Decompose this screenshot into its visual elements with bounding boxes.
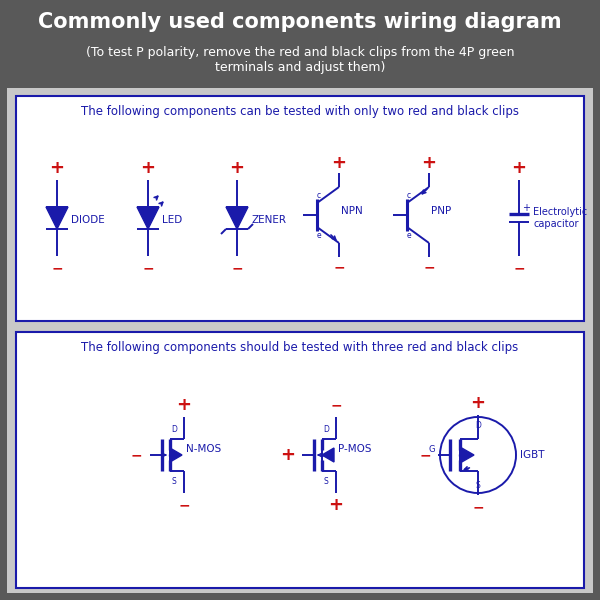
Text: +: + [331, 154, 347, 172]
Text: c: c [407, 191, 411, 199]
Text: S: S [323, 476, 328, 485]
Polygon shape [170, 448, 182, 462]
Text: ZENER: ZENER [252, 215, 287, 225]
Text: D: D [323, 425, 329, 433]
Text: N-MOS: N-MOS [186, 444, 221, 454]
Text: −: − [423, 260, 435, 274]
Polygon shape [460, 447, 474, 463]
Text: The following components should be tested with three red and black clips: The following components should be teste… [82, 341, 518, 355]
Text: −: − [330, 398, 342, 412]
Text: S: S [476, 481, 481, 490]
Text: e: e [317, 230, 322, 239]
Bar [7, 88, 593, 593]
Polygon shape [322, 448, 334, 462]
Text: G: G [429, 445, 435, 454]
Text: DIODE: DIODE [71, 215, 105, 225]
Text: NPN: NPN [341, 206, 363, 216]
Text: S: S [172, 476, 176, 485]
Text: +: + [176, 396, 191, 414]
Text: +: + [49, 159, 65, 177]
Bar [16, 332, 584, 588]
Text: LED: LED [162, 215, 182, 225]
Text: +: + [281, 446, 296, 464]
Polygon shape [226, 207, 248, 229]
Text: c: c [317, 191, 321, 199]
Text: (To test P polarity, remove the red and black clips from the 4P green
terminals : (To test P polarity, remove the red and … [86, 46, 514, 74]
Text: +: + [140, 159, 155, 177]
Text: D: D [171, 425, 177, 433]
Text: The following components can be tested with only two red and black clips: The following components can be tested w… [81, 104, 519, 118]
Text: e: e [407, 230, 412, 239]
Text: −: − [130, 448, 142, 462]
Text: Commonly used components wiring diagram: Commonly used components wiring diagram [38, 12, 562, 32]
Text: +: + [229, 159, 245, 177]
Text: −: − [513, 261, 525, 275]
Text: −: − [333, 260, 345, 274]
Text: −: − [472, 500, 484, 514]
Polygon shape [46, 207, 68, 229]
Text: +: + [511, 159, 527, 177]
Text: IGBT: IGBT [520, 450, 545, 460]
Text: PNP: PNP [431, 206, 451, 216]
Text: +: + [329, 496, 343, 514]
Text: −: − [142, 261, 154, 275]
Text: −: − [178, 498, 190, 512]
Text: −: − [231, 261, 243, 275]
Text: −: − [51, 261, 63, 275]
Text: capacitor: capacitor [533, 219, 578, 229]
Bar [16, 96, 584, 321]
Text: P-MOS: P-MOS [338, 444, 371, 454]
Text: +: + [421, 154, 437, 172]
Text: +: + [522, 203, 530, 213]
Text: −: − [419, 448, 431, 462]
Text: Electrolytic: Electrolytic [533, 207, 587, 217]
Text: +: + [470, 394, 485, 412]
Polygon shape [137, 207, 159, 229]
Text: D: D [475, 421, 481, 430]
